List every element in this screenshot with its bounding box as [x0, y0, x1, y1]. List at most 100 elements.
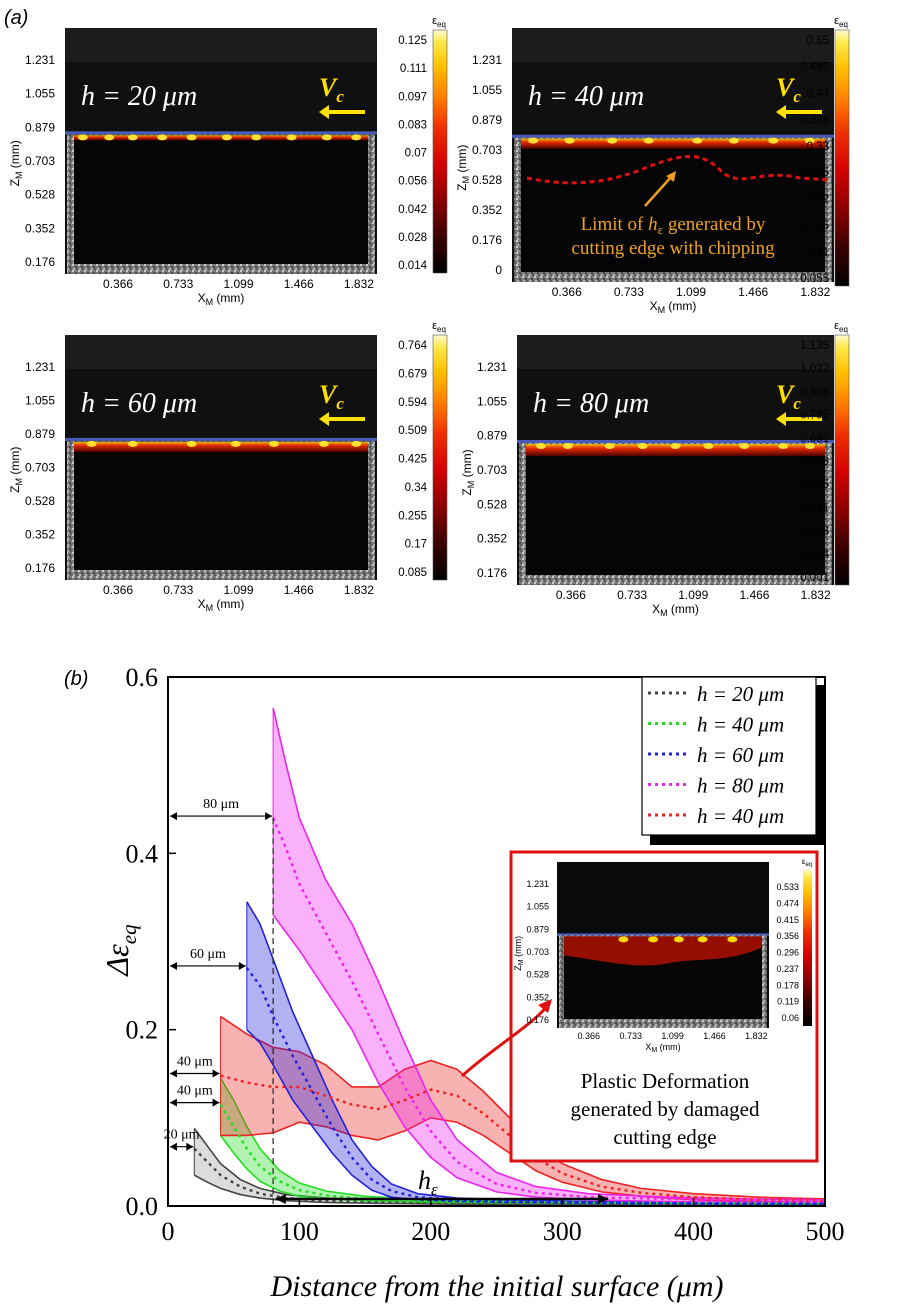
colorbar-label: εeq — [432, 15, 446, 29]
colorbar-tick-label: 0.111 — [400, 63, 427, 75]
deformation-band — [521, 138, 825, 149]
colorbar-tick-label: 0.083 — [398, 119, 427, 131]
colorbar-tick-label: 0.341 — [800, 502, 829, 514]
hot-spot — [535, 443, 546, 449]
colorbar-tick-label: 0.509 — [398, 425, 427, 437]
strain-map-3: h = 60 μm Vc 1.231 1.055 0.879 0.703 0.528 0.35… — [8, 320, 448, 613]
hot-spot — [318, 440, 329, 447]
interface-line — [65, 437, 377, 441]
inset-colorbar-tick-label: 0.533 — [776, 882, 799, 892]
x-tick-label: 500 — [806, 1217, 845, 1246]
velocity-indicator: Vc — [319, 380, 365, 426]
legend-label: h = 20 μm — [697, 682, 784, 706]
inset-x-axis-label: XM (mm) — [645, 1042, 680, 1054]
y-axis-label: ZM (mm) — [455, 145, 471, 191]
hot-spot — [637, 443, 648, 449]
hot-spot — [703, 443, 714, 449]
dimension-label: 20 μm — [164, 1128, 200, 1143]
colorbar-tick-label: 1.022 — [800, 363, 829, 375]
dimension-label: 60 μm — [190, 947, 226, 962]
inset-hot-spot — [648, 936, 659, 943]
dimension-label: 40 μm — [177, 1055, 213, 1070]
inset-colorbar-tick-label: 0.474 — [776, 898, 799, 908]
hot-spot — [778, 443, 789, 449]
colorbar-gradient — [432, 334, 448, 581]
legend-box — [641, 676, 817, 836]
hot-spot — [739, 443, 750, 449]
inset-colorbar-tick-label: 0.06 — [781, 1013, 799, 1023]
x-tick-label: 0.366 — [103, 277, 133, 291]
colorbar-tick-label: 0.055 — [800, 273, 829, 285]
colorbar-tick-label: 0.125 — [398, 35, 427, 47]
dimension-arrow-icon — [170, 1069, 177, 1078]
x-tick-label: 1.099 — [223, 583, 253, 597]
x-tick-label: 1.832 — [344, 583, 374, 597]
hot-spot — [86, 440, 97, 447]
x-tick-label: 1.466 — [284, 277, 314, 291]
dimension-arrow-icon — [265, 812, 273, 821]
inset-y-axis-label: ZM (mm) — [513, 936, 525, 971]
material-interior — [74, 135, 368, 264]
inset-colorbar-label: εeq — [802, 857, 812, 868]
colorbar-tick-label: 0.495 — [800, 61, 829, 73]
y-tick-label: 0.528 — [472, 173, 502, 187]
y-axis-label-sub: eq — [117, 924, 141, 944]
colorbar-tick-label: 0.681 — [800, 433, 829, 445]
strain-map-4: h = 80 μm Vc 1.231 1.055 0.879 0.703 0.528 0.35… — [460, 320, 850, 618]
hot-spot — [77, 134, 88, 141]
y-tick-label: 0.352 — [25, 221, 55, 235]
x-tick-label: 1.832 — [344, 277, 374, 291]
colorbar-tick-label: 0.042 — [398, 204, 427, 216]
colorbar-tick-label: 0.11 — [807, 247, 829, 259]
hot-spot — [286, 134, 297, 141]
colorbar-tick-label: 0.228 — [800, 526, 829, 538]
hot-spot — [692, 137, 703, 144]
inset-x-tick-label: 1.832 — [745, 1031, 768, 1041]
colorbar-tick-label: 0.795 — [800, 410, 829, 422]
colorbar-tick-label: 0.275 — [800, 167, 829, 179]
colorbar-tick-label: 0.44 — [807, 88, 830, 100]
velocity-label: Vc — [776, 380, 801, 413]
hot-spot — [157, 134, 168, 141]
inset-y-tick-label: 0.528 — [526, 970, 549, 980]
inset-arrow-icon — [538, 999, 552, 1013]
hot-spot — [351, 440, 362, 447]
colorbar-gradient — [432, 29, 448, 274]
x-axis-label: XM (mm) — [650, 299, 697, 315]
map-header-strip — [512, 28, 834, 62]
colorbar-tick-label: 1.135 — [800, 340, 829, 352]
colorbar-tick-label: 0.165 — [800, 220, 829, 232]
y-tick-label: 0.352 — [477, 532, 507, 546]
material-interior — [526, 444, 825, 575]
inset-deformation — [564, 936, 762, 966]
y-axis-label: ZM (mm) — [8, 140, 24, 186]
dimension-arrow-icon — [170, 961, 177, 970]
inset-y-tick-label: 0.703 — [526, 947, 549, 957]
material-interior — [74, 441, 368, 570]
x-axis-label: XM (mm) — [198, 291, 245, 307]
arrow-head-icon — [319, 105, 329, 119]
x-tick-label: 0.733 — [617, 588, 647, 602]
colorbar-tick-label: 0.34 — [405, 482, 428, 494]
y-tick-label: 0 — [495, 263, 502, 277]
y-axis-label: ZM (mm) — [460, 449, 476, 495]
svg-text:Δεeq: Δεeq — [99, 924, 141, 978]
colorbar-tick-label: 0.764 — [398, 340, 427, 352]
inset-caption-line3: cutting edge — [613, 1125, 716, 1149]
x-tick-label: 1.832 — [800, 285, 830, 299]
inset-hot-spot — [673, 936, 684, 943]
y-tick-label: 1.231 — [477, 360, 507, 374]
hot-spot — [230, 440, 241, 447]
interface-line — [65, 131, 377, 135]
inset-colorbar — [803, 869, 812, 1026]
inset-x-tick-label: 1.099 — [661, 1031, 684, 1041]
band-fill-4 — [273, 707, 825, 1203]
inset-caption-line1: Plastic Deformation — [581, 1069, 750, 1093]
y-tick-label: 1.231 — [472, 53, 502, 67]
x-tick-label: 1.099 — [676, 285, 706, 299]
y-tick-label: 1.055 — [472, 83, 502, 97]
y-tick-label: 0.703 — [25, 154, 55, 168]
arrow-head-icon — [776, 412, 786, 426]
colorbar: 0.55 0.495 0.44 0.385 0.33 0.275 0.22 0.165 0.11… — [800, 15, 850, 287]
h-label: h = 60 μm — [81, 388, 197, 419]
